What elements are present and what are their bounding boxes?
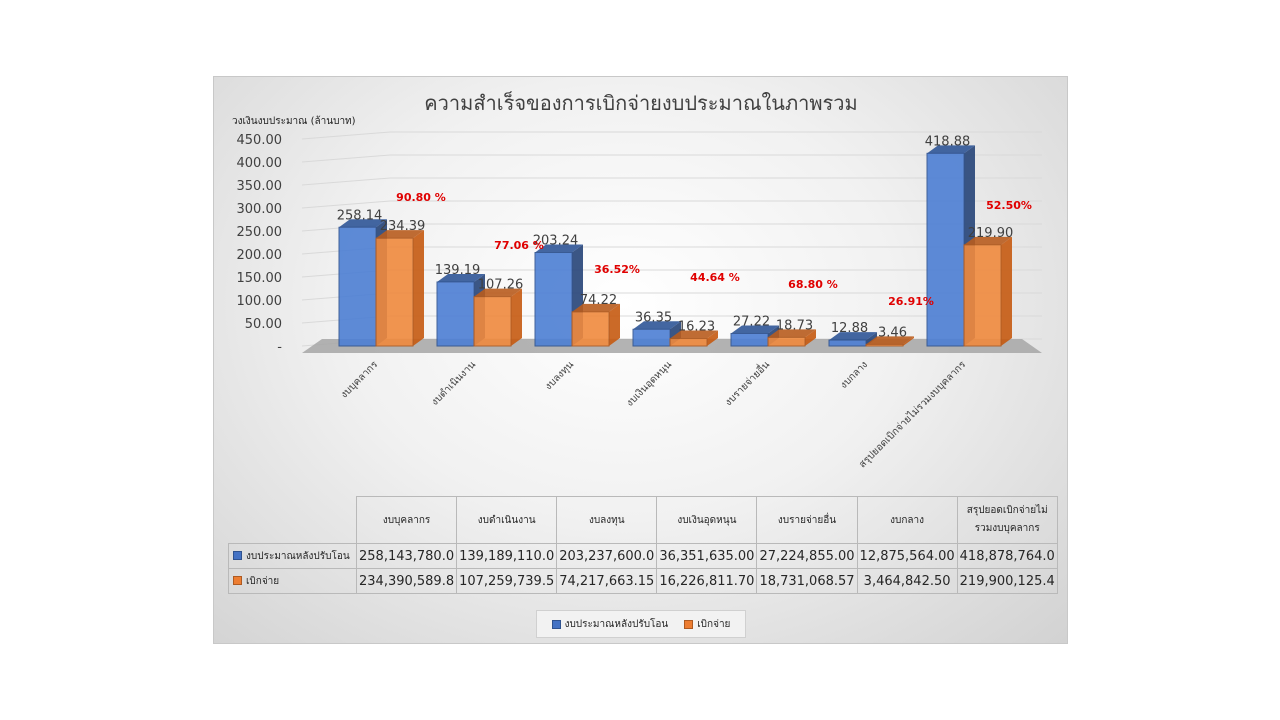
grid-line-diag [301, 131, 391, 140]
table-cell: 418,878,764.0 [956, 543, 1058, 569]
value-label-budget-5: 12.88 [831, 321, 868, 336]
bar-chart: - 50.00 100.00 150.00 200.00 250.00 300.00 350.… [232, 90, 1042, 470]
value-label-disbursed-0: 234.39 [380, 219, 426, 234]
y-tick-label: 450.00 [237, 133, 283, 148]
table-row-header: งบประมาณหลังปรับโอน [228, 543, 357, 569]
percent-label-2: 36.52% [594, 263, 640, 276]
table-row: เบิกจ่าย 234,390,589.8 107,259,739.5 74,217… [228, 568, 1058, 594]
category-label-6: สรุปยอดเบิกจ่ายไม่รวมงบบุคลากร [856, 358, 968, 470]
chart-title: ความสำเร็จของการเบิกจ่ายงบประมาณในภาพรวม [424, 90, 857, 115]
table-corner [229, 497, 357, 544]
bar-disbursed-2 [571, 303, 620, 347]
category-label-3: งบเงินอุดหนุน [625, 359, 675, 409]
value-label-budget-0: 258.14 [337, 208, 383, 223]
y-axis-title: วงเงินงบประมาณ (ล้านบาท) [232, 115, 356, 127]
table-cell: 203,237,600.0 [556, 543, 658, 569]
grid-line-diag [301, 154, 391, 163]
legend-swatch-budget [551, 619, 561, 629]
value-label-budget-4: 27.22 [733, 314, 770, 329]
table-header-cell: สรุปยอดเบิกจ่ายไม่รวมงบบุคลากร [956, 496, 1058, 544]
y-tick-label: 50.00 [245, 317, 282, 332]
bar-disbursed-0 [375, 230, 424, 347]
y-tick-label: 250.00 [237, 225, 283, 240]
table-header-cell: งบบุคลากร [355, 496, 458, 544]
bar-disbursed-1 [473, 288, 522, 347]
data-table: งบบุคลากร งบดำเนินงาน งบลงทุน งบเงินอุดหนุน… [228, 496, 1058, 594]
y-tick-label: 300.00 [237, 202, 283, 217]
table-cell: 36,351,635.00 [656, 543, 758, 569]
value-label-disbursed-3: 16.23 [678, 320, 715, 335]
legend-label-budget: งบประมาณหลังปรับโอน [564, 618, 669, 630]
percent-label-4: 68.80 % [788, 278, 838, 291]
table-header-cell: งบลงทุน [556, 496, 658, 544]
grid-line-diag [301, 200, 391, 209]
value-label-disbursed-1: 107.26 [478, 278, 524, 293]
percent-label-3: 44.64 % [690, 271, 740, 284]
bar-disbursed-4 [767, 329, 816, 347]
y-tick-label: 350.00 [237, 179, 283, 194]
value-label-disbursed-6: 219.90 [968, 226, 1014, 241]
value-label-disbursed-4: 18.73 [776, 318, 813, 333]
percent-label-1: 77.06 % [494, 239, 544, 252]
y-tick-label: - [277, 340, 282, 355]
table-cell: 107,259,739.5 [456, 568, 558, 594]
percent-label-0: 90.80 % [396, 191, 446, 204]
grid-line-diag [301, 177, 391, 186]
table-header-cell: งบดำเนินงาน [456, 496, 558, 544]
table-cell: 74,217,663.15 [556, 568, 658, 594]
percent-label-6: 52.50% [986, 199, 1032, 212]
category-label-1: งบดำเนินงาน [429, 359, 478, 408]
table-cell: 27,224,855.00 [756, 543, 858, 569]
percent-label-5: 26.91% [888, 295, 934, 308]
table-cell: 219,900,125.4 [956, 568, 1058, 594]
category-label-2: งบลงทุน [543, 359, 576, 392]
bar-budget-2 [534, 244, 583, 347]
table-header-row: งบบุคลากร งบดำเนินงาน งบลงทุน งบเงินอุดหนุน… [229, 496, 1058, 544]
table-cell: 16,226,811.70 [656, 568, 758, 594]
table-cell: 139,189,110.0 [456, 543, 558, 569]
chart-frame: - 50.00 100.00 150.00 200.00 250.00 300.00 350.… [213, 76, 1068, 644]
bar-disbursed-6 [963, 236, 1012, 347]
value-label-disbursed-2: 74.22 [580, 293, 617, 308]
table-cell: 234,390,589.8 [355, 568, 458, 594]
category-label-0: งบบุคลากร [339, 359, 381, 401]
bar-disbursed-5 [865, 336, 914, 347]
table-cell: 258,143,780.0 [355, 543, 458, 569]
value-label-budget-2: 203.24 [533, 234, 579, 249]
table-header-cell: งบเงินอุดหนุน [656, 496, 758, 544]
table-cell: 18,731,068.57 [756, 568, 858, 594]
legend-swatch-disbursed [684, 619, 694, 629]
table-cell: 3,464,842.50 [856, 568, 958, 594]
table-row-label: งบประมาณหลังปรับโอน [246, 550, 350, 562]
legend: งบประมาณหลังปรับโอน เบิกจ่าย [536, 610, 746, 638]
y-tick-label: 400.00 [237, 156, 283, 171]
y-tick-label: 100.00 [237, 294, 283, 309]
table-row-swatch [233, 551, 242, 560]
table-row-label: เบิกจ่าย [246, 575, 280, 587]
table-header-cell: งบกลาง [856, 496, 958, 544]
table-row: งบประมาณหลังปรับโอน 258,143,780.0 139,189,… [228, 543, 1058, 569]
value-label-disbursed-5: 3.46 [878, 325, 907, 340]
legend-label-disbursed: เบิกจ่าย [697, 618, 731, 630]
table-row-header: เบิกจ่าย [228, 568, 357, 594]
legend-item-disbursed: เบิกจ่าย [684, 617, 730, 632]
table-header-cell: งบรายจ่ายอื่น [756, 496, 858, 544]
bar-budget-3 [632, 321, 681, 347]
category-label-4: งบรายจ่ายอื่น [721, 357, 772, 408]
bar-disbursed-3 [669, 330, 718, 347]
y-tick-label: 200.00 [237, 248, 283, 263]
category-label-5: งบกลาง [838, 359, 870, 391]
table-row-swatch [233, 576, 242, 585]
y-tick-label: 150.00 [237, 271, 283, 286]
table-cell: 12,875,564.00 [856, 543, 958, 569]
value-label-budget-3: 36.35 [635, 310, 672, 325]
value-label-budget-1: 139.19 [435, 263, 481, 278]
legend-item-budget: งบประมาณหลังปรับโอน [551, 617, 669, 632]
value-label-budget-6: 418.88 [925, 134, 971, 149]
